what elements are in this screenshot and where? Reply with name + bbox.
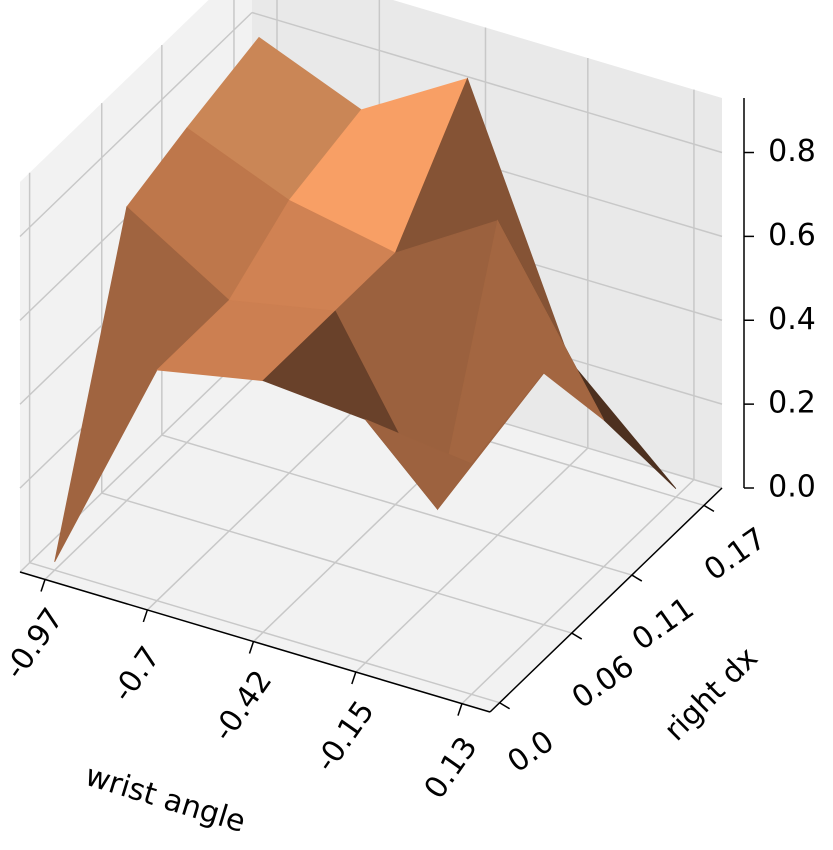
y-tick: [571, 632, 583, 640]
grid-line: [251, 11, 723, 154]
y-axis-label: right dx: [658, 641, 765, 748]
z-tick-label: 0.6: [768, 218, 816, 253]
x-tick: [248, 641, 255, 654]
x-tick: [457, 703, 463, 716]
x-tick-label: -0.7: [105, 640, 167, 708]
x-tick-label: -0.97: [0, 602, 71, 686]
x-tick-label: -0.42: [206, 664, 279, 748]
surface-face: [365, 372, 545, 510]
y-tick-label: 0.17: [698, 521, 773, 588]
z-tick-label: 0.2: [768, 386, 816, 421]
x-tick-label: -0.15: [308, 695, 381, 779]
y-tick: [703, 504, 715, 513]
grid-line: [146, 385, 380, 611]
grid-line: [19, 11, 253, 238]
z-tick-label: 0.4: [768, 302, 816, 337]
y-tick: [499, 702, 511, 710]
y-tick-label: 0.0: [501, 724, 560, 780]
x-axis-label: wrist angle: [81, 758, 249, 840]
y-tick-label: 0.06: [566, 649, 641, 716]
grid-line: [461, 479, 695, 705]
x-tick: [142, 609, 149, 623]
y-tick: [631, 574, 643, 582]
surface: [54, 36, 677, 562]
axis-line: [19, 571, 491, 713]
grid-line: [161, 434, 633, 576]
y-tick-label: 0.11: [626, 591, 701, 658]
grid-line: [355, 447, 589, 673]
grid-line: [19, 347, 253, 573]
axis-line: [489, 487, 723, 713]
x-tick: [40, 579, 46, 592]
z-tick-label: 0.8: [768, 134, 816, 169]
grid-line: [44, 354, 278, 580]
x-tick: [351, 671, 357, 685]
x-tick-label: 0.13: [418, 731, 485, 806]
grid-line: [29, 561, 500, 704]
grid-line: [101, 492, 572, 634]
z-tick-label: 0.0: [768, 470, 816, 505]
grid: [19, 0, 723, 705]
